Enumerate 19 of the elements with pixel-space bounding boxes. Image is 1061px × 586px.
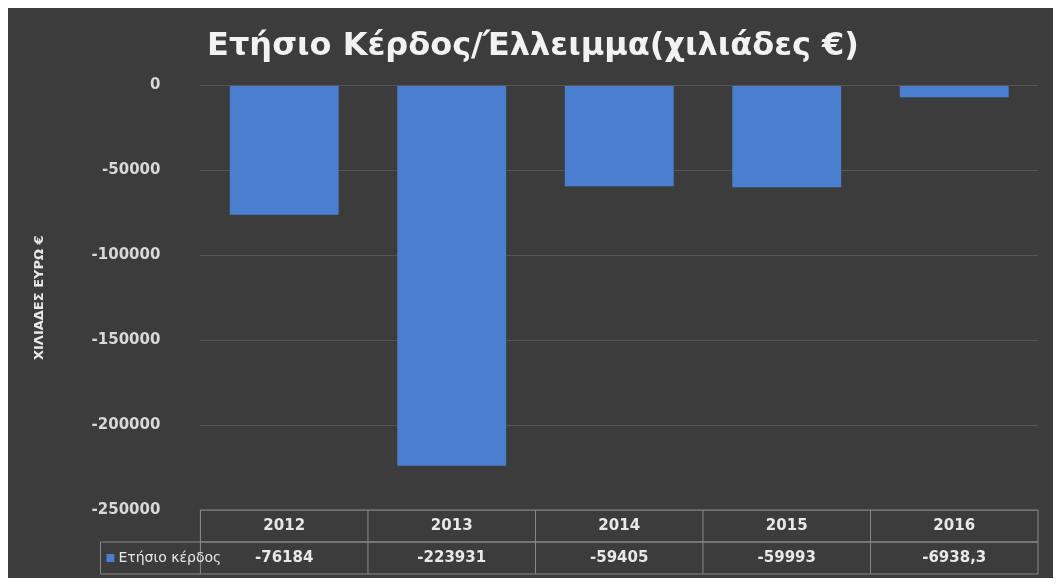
x-tick-label: 2015 xyxy=(765,515,808,534)
y-tick-label: -200000 xyxy=(91,414,161,433)
legend-label: Ετήσιο κέρδος xyxy=(118,548,222,565)
data-label: -223931 xyxy=(417,547,487,566)
data-label: -76184 xyxy=(254,547,314,566)
data-label: -6938,3 xyxy=(922,547,987,566)
x-tick-label: 2013 xyxy=(430,515,473,534)
y-tick-label: -150000 xyxy=(91,330,161,349)
y-tick-label: -100000 xyxy=(91,245,161,264)
x-tick-label: 2014 xyxy=(598,515,641,534)
data-label: -59405 xyxy=(590,547,649,566)
y-tick-label: -50000 xyxy=(102,160,161,179)
x-tick-label: 2012 xyxy=(263,515,306,534)
y-tick-label: -250000 xyxy=(91,499,161,518)
y-tick-label: 0 xyxy=(150,75,161,94)
x-tick-label: 2016 xyxy=(933,515,976,534)
chart-title: Ετήσιο Κέρδος/Έλλειμμα(χιλιάδες €) xyxy=(207,24,859,63)
y-axis-title: ΧΙΛΙΑΔΕΣ ΕΥΡΩ € xyxy=(31,235,47,361)
data-label: -59993 xyxy=(757,547,816,566)
